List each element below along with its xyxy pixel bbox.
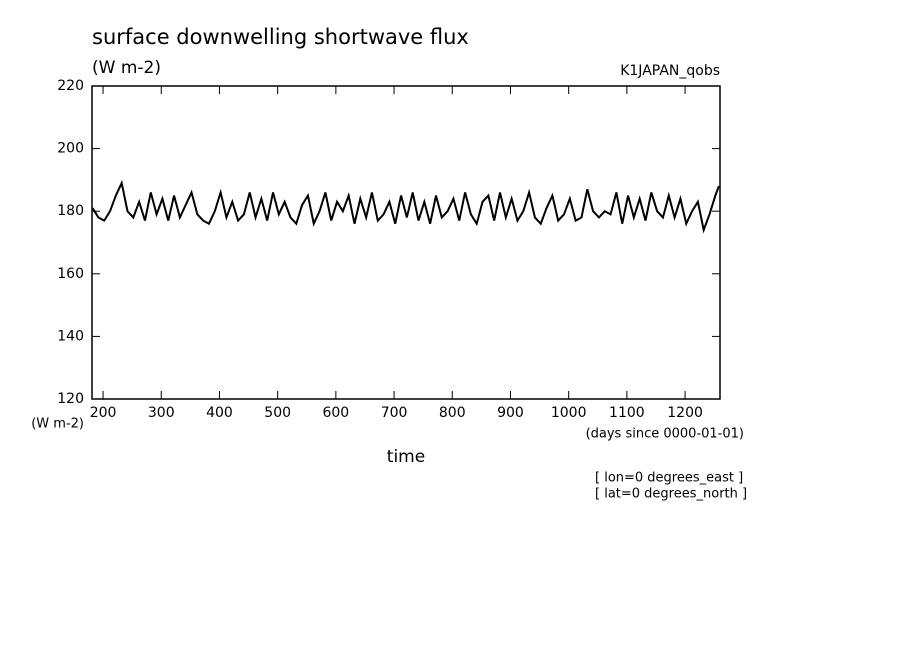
- x-tick-label: 300: [148, 405, 175, 421]
- x-tick-label: 1000: [551, 405, 587, 421]
- y-tick-label: 120: [57, 391, 84, 407]
- x-axis-units: (days since 0000-01-01): [586, 427, 744, 442]
- annotation: [ lon=0 degrees_east ]: [595, 471, 743, 486]
- dataset-label: K1JAPAN_qobs: [620, 63, 720, 79]
- x-tick-label: 200: [90, 405, 117, 421]
- y-tick-label: 200: [57, 141, 84, 157]
- x-tick-label: 1100: [609, 405, 645, 421]
- chart-subtitle: (W m-2): [92, 58, 161, 78]
- x-tick-label: 800: [439, 405, 466, 421]
- y-tick-label: 140: [57, 328, 84, 344]
- x-tick-label: 700: [381, 405, 408, 421]
- data-line: [91, 179, 720, 234]
- chart-title: surface downwelling shortwave flux: [92, 25, 469, 49]
- x-tick-label: 500: [264, 405, 291, 421]
- y-tick-label: 220: [57, 78, 84, 94]
- x-tick-label: 400: [206, 405, 233, 421]
- plot-frame: [91, 85, 721, 400]
- y-tick-label: 160: [57, 266, 84, 282]
- annotation: [ lat=0 degrees_north ]: [595, 487, 747, 502]
- y-axis-label: (W m-2): [31, 417, 84, 432]
- x-tick-label: 600: [322, 405, 349, 421]
- x-tick-label: 900: [497, 405, 524, 421]
- x-tick-label: 1200: [667, 405, 703, 421]
- y-tick-label: 180: [57, 203, 84, 219]
- x-axis-label: time: [387, 447, 425, 467]
